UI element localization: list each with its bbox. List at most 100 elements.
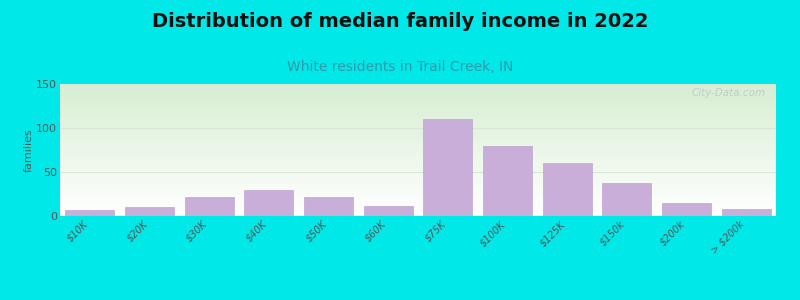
Bar: [60, 153, 776, 154]
Bar: [60, 160, 776, 161]
Bar: [662, 203, 711, 216]
Bar: [60, 200, 776, 201]
Bar: [60, 163, 776, 164]
Bar: [60, 106, 776, 107]
Bar: [60, 91, 776, 92]
Bar: [60, 174, 776, 175]
Bar: [602, 183, 651, 216]
Bar: [60, 93, 776, 94]
Bar: [60, 152, 776, 153]
Bar: [60, 191, 776, 192]
Bar: [125, 207, 174, 216]
Bar: [60, 113, 776, 114]
Bar: [60, 86, 776, 87]
Bar: [60, 123, 776, 124]
Bar: [60, 130, 776, 131]
Bar: [60, 187, 776, 188]
Bar: [60, 108, 776, 109]
Bar: [60, 115, 776, 116]
Bar: [60, 159, 776, 160]
Bar: [60, 155, 776, 156]
Bar: [60, 197, 776, 198]
Bar: [60, 149, 776, 150]
Bar: [60, 173, 776, 174]
Bar: [60, 120, 776, 121]
Bar: [60, 135, 776, 136]
Bar: [60, 143, 776, 144]
Bar: [60, 201, 776, 202]
Bar: [60, 165, 776, 166]
Bar: [60, 98, 776, 99]
Bar: [185, 196, 234, 216]
Bar: [60, 189, 776, 190]
Bar: [60, 154, 776, 155]
Bar: [60, 210, 776, 211]
Bar: [60, 117, 776, 118]
Bar: [60, 198, 776, 199]
Bar: [60, 132, 776, 133]
Bar: [60, 125, 776, 126]
Bar: [60, 141, 776, 142]
Bar: [60, 140, 776, 141]
Bar: [60, 118, 776, 119]
Bar: [60, 104, 776, 105]
Bar: [60, 196, 776, 197]
Bar: [60, 211, 776, 212]
Bar: [60, 97, 776, 98]
Bar: [60, 147, 776, 148]
Bar: [60, 202, 776, 203]
Bar: [60, 87, 776, 88]
Text: White residents in Trail Creek, IN: White residents in Trail Creek, IN: [287, 60, 513, 74]
Bar: [60, 209, 776, 210]
Bar: [60, 178, 776, 179]
Bar: [542, 163, 592, 216]
Bar: [60, 103, 776, 104]
Bar: [60, 212, 776, 213]
Bar: [60, 102, 776, 103]
Bar: [60, 168, 776, 169]
Bar: [60, 107, 776, 108]
Bar: [66, 210, 114, 216]
Bar: [304, 196, 353, 216]
Bar: [60, 96, 776, 97]
Bar: [60, 99, 776, 100]
Bar: [60, 139, 776, 140]
Bar: [60, 185, 776, 186]
Bar: [244, 190, 294, 216]
Bar: [60, 134, 776, 135]
Bar: [423, 119, 472, 216]
Bar: [722, 209, 770, 216]
Bar: [60, 169, 776, 170]
Bar: [60, 128, 776, 129]
Bar: [60, 101, 776, 102]
Bar: [60, 126, 776, 127]
Bar: [60, 161, 776, 162]
Bar: [60, 206, 776, 207]
Bar: [60, 156, 776, 157]
Bar: [60, 112, 776, 113]
Bar: [60, 214, 776, 215]
Bar: [60, 215, 776, 216]
Bar: [60, 131, 776, 132]
Bar: [60, 137, 776, 138]
Bar: [60, 109, 776, 110]
Bar: [60, 164, 776, 165]
Bar: [60, 193, 776, 194]
Bar: [60, 192, 776, 193]
Bar: [60, 84, 776, 85]
Bar: [60, 183, 776, 184]
Bar: [60, 194, 776, 195]
Bar: [60, 121, 776, 122]
Bar: [60, 167, 776, 168]
Bar: [60, 122, 776, 123]
Bar: [60, 208, 776, 209]
Bar: [60, 85, 776, 86]
Bar: [60, 116, 776, 117]
Bar: [60, 179, 776, 180]
Bar: [60, 181, 776, 182]
Bar: [60, 207, 776, 208]
Bar: [60, 170, 776, 171]
Bar: [60, 145, 776, 146]
Bar: [60, 182, 776, 183]
Bar: [60, 110, 776, 111]
